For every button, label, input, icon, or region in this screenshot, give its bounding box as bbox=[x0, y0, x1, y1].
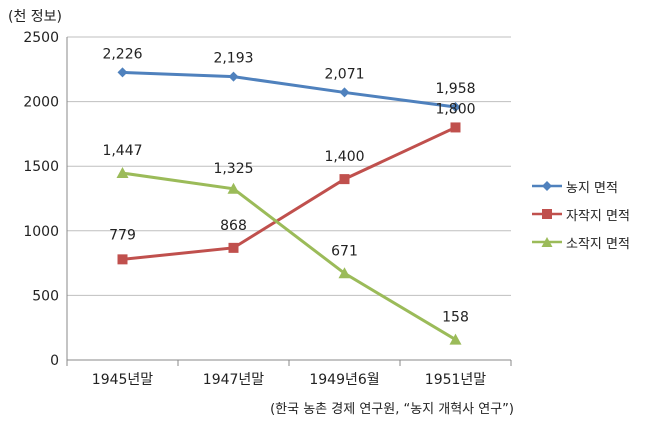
x-tick-label: 1949년6월 bbox=[309, 372, 379, 388]
data-label: 2,071 bbox=[324, 66, 364, 82]
data-label: 1,325 bbox=[213, 161, 253, 177]
series-line bbox=[122, 70, 456, 109]
legend-item-tenant-land: 소작지 면적 bbox=[532, 228, 630, 256]
x-tick-label: 1947년말 bbox=[203, 372, 265, 388]
y-tick-label: 0 bbox=[50, 353, 59, 369]
data-point-triangle bbox=[116, 167, 129, 179]
data-label: 1,800 bbox=[435, 101, 475, 117]
data-label: 2,193 bbox=[213, 51, 253, 67]
y-tick-label: 2500 bbox=[23, 30, 59, 46]
series-line bbox=[122, 126, 457, 261]
data-point-triangle bbox=[227, 182, 240, 194]
legend-item-owned-land: 자작지 면적 bbox=[532, 200, 630, 228]
data-label: 1,400 bbox=[324, 149, 364, 165]
x-tick-label: 1951년말 bbox=[425, 372, 487, 388]
data-label: 868 bbox=[220, 218, 247, 234]
y-tick-label: 500 bbox=[32, 288, 59, 304]
legend-marker-square bbox=[532, 209, 562, 219]
data-point-square bbox=[339, 174, 350, 185]
legend-item-farmland: 농지 면적 bbox=[532, 172, 630, 200]
legend-marker-diamond bbox=[532, 181, 562, 191]
data-point-triangle bbox=[449, 333, 462, 345]
data-label: 671 bbox=[331, 243, 358, 259]
legend-label-farmland: 농지 면적 bbox=[566, 180, 618, 196]
legend-label-tenant-land: 소작지 면적 bbox=[566, 236, 630, 252]
data-label: 1,958 bbox=[435, 81, 475, 97]
chart-legend: 농지 면적 자작지 면적 소작지 면적 bbox=[532, 172, 630, 256]
data-point-square bbox=[228, 242, 239, 253]
y-tick-label: 2000 bbox=[23, 95, 59, 111]
source-note: (한국 농촌 경제 연구원, “농지 개혁사 연구”) bbox=[270, 402, 514, 417]
legend-label-owned-land: 자작지 면적 bbox=[566, 208, 630, 224]
data-point-diamond bbox=[117, 67, 128, 78]
x-tick-label: 1945년말 bbox=[92, 372, 154, 388]
data-label: 158 bbox=[442, 310, 469, 326]
data-point-diamond bbox=[228, 71, 239, 82]
data-label: 779 bbox=[109, 227, 136, 243]
data-label: 1,447 bbox=[102, 143, 142, 159]
series-line bbox=[122, 171, 457, 341]
data-point-square bbox=[450, 122, 461, 133]
data-point-triangle bbox=[338, 267, 351, 279]
data-label: 2,226 bbox=[102, 46, 142, 62]
y-tick-label: 1000 bbox=[23, 224, 59, 240]
data-point-diamond bbox=[339, 87, 350, 98]
data-point-square bbox=[117, 254, 128, 265]
data-point-diamond bbox=[450, 102, 461, 113]
legend-marker-triangle bbox=[532, 237, 562, 247]
y-axis-unit-label: (천 정보) bbox=[8, 9, 63, 25]
y-tick-label: 1500 bbox=[23, 159, 59, 175]
